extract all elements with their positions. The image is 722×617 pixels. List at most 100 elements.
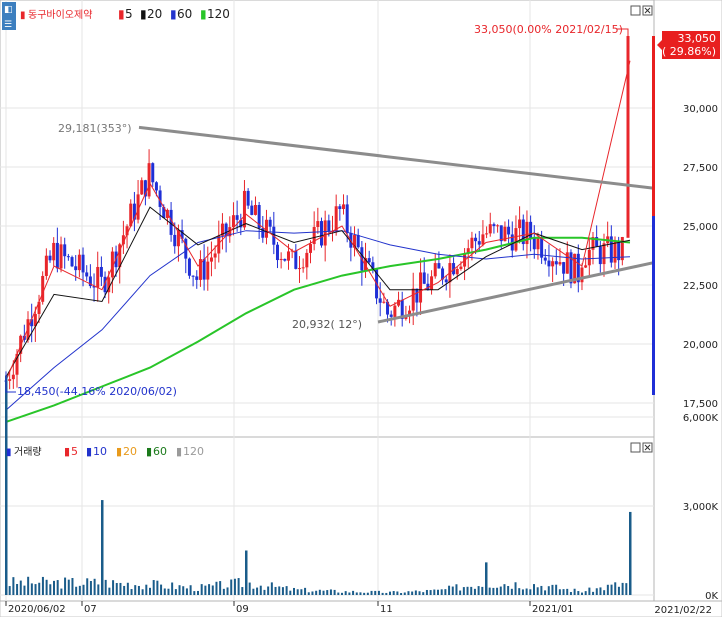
candle-body — [15, 353, 19, 375]
volume-bar — [433, 589, 436, 595]
candle-body — [8, 379, 12, 381]
volume-bar — [455, 584, 458, 595]
legend-label: 120 — [207, 7, 230, 21]
candle-body — [286, 251, 290, 261]
volume-bar — [300, 589, 303, 595]
volume-bar — [326, 590, 329, 595]
candle-body — [565, 252, 569, 274]
legend-swatch: ▮ — [140, 7, 147, 21]
volume-bar — [233, 578, 236, 595]
candle-body — [503, 226, 507, 242]
candle-body — [37, 301, 41, 314]
candle-body — [33, 313, 37, 327]
volume-spike — [629, 511, 632, 595]
candle-body — [88, 276, 92, 287]
candle-body — [411, 288, 415, 311]
volume-bar — [38, 582, 41, 595]
panel-tab-icon: ◧ — [4, 5, 13, 15]
candle-body — [459, 266, 463, 269]
candle-body — [422, 272, 426, 284]
candle-body — [426, 283, 430, 290]
volume-bar — [621, 582, 624, 595]
volume-bar — [93, 578, 96, 595]
candle-body — [312, 227, 316, 245]
volume-bar — [130, 589, 133, 595]
candle-body — [239, 219, 243, 228]
candle-body — [540, 238, 544, 258]
candle-body — [41, 275, 45, 302]
candle-body — [327, 220, 331, 232]
volume-tick-label: 3,000K — [683, 502, 719, 513]
volume-bar — [551, 584, 554, 595]
restore-button[interactable] — [630, 5, 641, 16]
candle-body — [143, 180, 147, 197]
candle-body — [536, 238, 540, 250]
volume-bar — [248, 582, 251, 595]
candle-body — [264, 219, 268, 238]
candle-body — [386, 301, 390, 315]
volume-bar — [41, 576, 44, 595]
volume-bar — [459, 590, 462, 595]
candle-body — [103, 276, 107, 293]
volume-bar — [344, 591, 347, 595]
candle-body — [136, 194, 140, 220]
volume-bar — [163, 588, 166, 595]
volume-bar — [492, 587, 495, 595]
volume-bar — [337, 592, 340, 595]
candle-body — [301, 267, 305, 269]
candle-body — [129, 203, 133, 227]
candle-body — [85, 272, 89, 277]
volume-bar — [289, 590, 292, 595]
volume-restore-button[interactable] — [630, 442, 641, 453]
volume-bar — [470, 586, 473, 595]
volume-bar — [510, 588, 513, 595]
volume-bar — [363, 592, 366, 595]
candle-body — [466, 248, 470, 254]
date-tick-label: 2021/01 — [532, 604, 574, 615]
candle-body — [66, 256, 70, 258]
candle-body — [430, 276, 434, 290]
price-legend: ▮ 5 ▮ 20 ▮ 60 ▮ 120 — [118, 7, 230, 21]
candle-body — [110, 251, 114, 278]
candle-body — [191, 275, 195, 277]
candle-body — [308, 244, 312, 253]
volume-tick-label: 0K — [705, 591, 718, 602]
candle-body — [397, 299, 401, 306]
ma20-line — [5, 206, 631, 378]
candle-body — [345, 204, 349, 233]
panel-tab[interactable] — [2, 2, 16, 30]
candle-body — [367, 258, 371, 263]
volume-bar — [595, 588, 598, 595]
candle-body — [481, 234, 485, 245]
volume-bar — [23, 585, 26, 595]
candle-body — [213, 253, 217, 258]
candle-body — [474, 237, 478, 242]
volume-bar — [374, 590, 377, 595]
volume-bar — [30, 583, 33, 595]
candle-body — [441, 268, 445, 280]
candle-body — [408, 310, 412, 317]
volume-bar — [311, 591, 314, 595]
candle-body — [496, 225, 500, 227]
last-price-annotation: 33,050(0.00% 2021/02/15) — [474, 23, 623, 36]
volume-bar — [451, 586, 454, 595]
candle-body — [595, 237, 599, 247]
candle-body — [44, 255, 48, 276]
volume-bar — [606, 584, 609, 595]
candle-body — [609, 236, 613, 263]
volume-legend-marker: ▮ — [6, 447, 12, 458]
volume-bar — [521, 589, 524, 595]
volume-axis: 0K 3,000K 6,000K — [683, 413, 719, 602]
candle-body — [598, 246, 602, 265]
price-tick-label: 30,000 — [683, 104, 718, 115]
volume-bar — [488, 587, 491, 595]
candle-body — [294, 250, 298, 269]
volume-bar — [137, 585, 140, 595]
candle-body — [52, 242, 56, 261]
candle-body — [250, 205, 254, 215]
candle-body — [558, 262, 562, 265]
candle-body — [305, 252, 309, 268]
candle-body — [26, 319, 30, 340]
volume-bar — [219, 581, 222, 595]
candle-body — [206, 261, 210, 280]
